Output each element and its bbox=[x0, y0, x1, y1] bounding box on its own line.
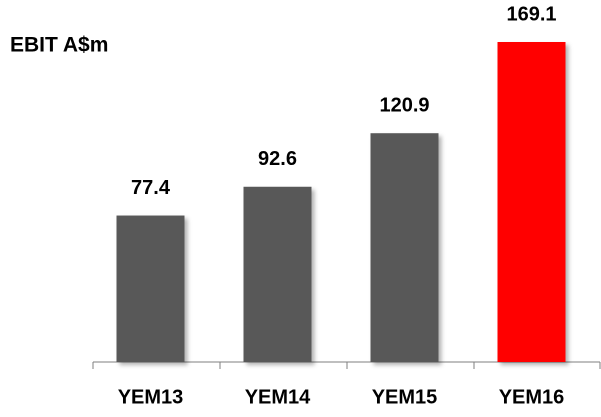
bar bbox=[243, 186, 312, 362]
x-tick-label: YEM16 bbox=[499, 386, 565, 408]
chart-title: EBIT A$m bbox=[10, 34, 108, 57]
bar bbox=[116, 215, 185, 362]
x-tick-label: YEM14 bbox=[245, 386, 311, 408]
value-label: 120.9 bbox=[379, 94, 429, 116]
value-label: 169.1 bbox=[506, 3, 556, 25]
value-label: 77.4 bbox=[131, 177, 171, 199]
bar bbox=[497, 42, 566, 362]
x-tick-label: YEM15 bbox=[372, 386, 438, 408]
value-label: 92.6 bbox=[258, 148, 297, 170]
bar bbox=[370, 133, 439, 362]
x-tick-label: YEM13 bbox=[118, 386, 184, 408]
